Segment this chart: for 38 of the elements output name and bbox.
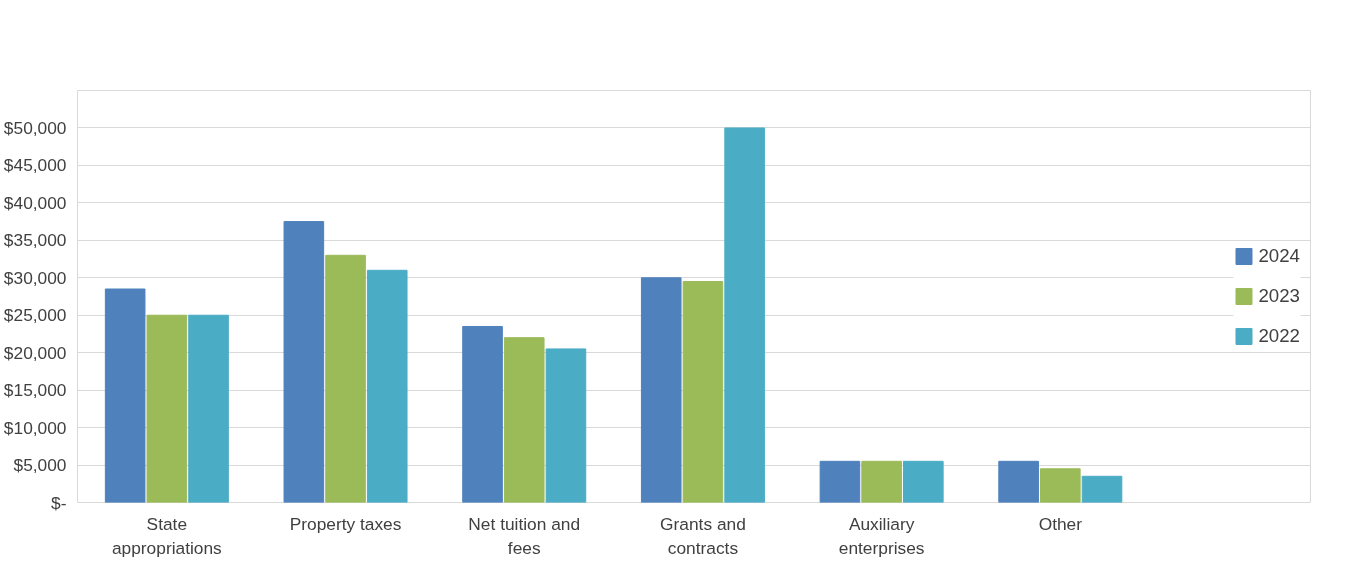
- bar: [366, 269, 408, 503]
- bar: [283, 221, 325, 503]
- bar: [104, 288, 146, 503]
- legend-label: 2023: [1258, 285, 1300, 307]
- y-tick-label: $15,000: [3, 380, 67, 401]
- x-tick-label: Property taxes: [289, 513, 402, 534]
- y-tick-label: $20,000: [3, 342, 67, 363]
- bar: [188, 314, 229, 503]
- y-tick-label: $40,000: [3, 192, 67, 213]
- legend-label: 2024: [1258, 245, 1300, 267]
- bar: [503, 337, 545, 503]
- bar: [998, 460, 1039, 503]
- y-tick-label: $25,000: [3, 305, 67, 326]
- y-tick-label: $50,000: [3, 117, 67, 138]
- y-tick-label: $10,000: [3, 417, 67, 438]
- bar: [545, 348, 587, 503]
- bar: [903, 460, 944, 503]
- y-tick-label: $-: [51, 492, 67, 513]
- legend-label: 2022: [1258, 325, 1300, 347]
- bar: [861, 460, 902, 503]
- bar: [682, 281, 724, 503]
- x-tick-label: Auxiliary enterprises: [838, 513, 925, 558]
- bar: [724, 127, 765, 503]
- x-tick-label: State appropriations: [111, 513, 223, 558]
- y-tick-label: $45,000: [3, 155, 67, 176]
- bar: [325, 254, 366, 503]
- x-tick-label: Grants and contracts: [660, 513, 746, 558]
- y-tick-label: $5,000: [13, 455, 67, 476]
- bar: [1081, 475, 1123, 503]
- y-tick-label: $35,000: [3, 230, 67, 251]
- bar: [1040, 468, 1081, 503]
- x-tick-label: Net tuition and fees: [468, 513, 581, 558]
- x-tick-label: Other: [1038, 513, 1083, 534]
- bar: [640, 277, 682, 503]
- y-tick-label: $30,000: [3, 267, 67, 288]
- bar: [819, 460, 861, 503]
- bar: [146, 314, 188, 503]
- bar: [462, 325, 503, 503]
